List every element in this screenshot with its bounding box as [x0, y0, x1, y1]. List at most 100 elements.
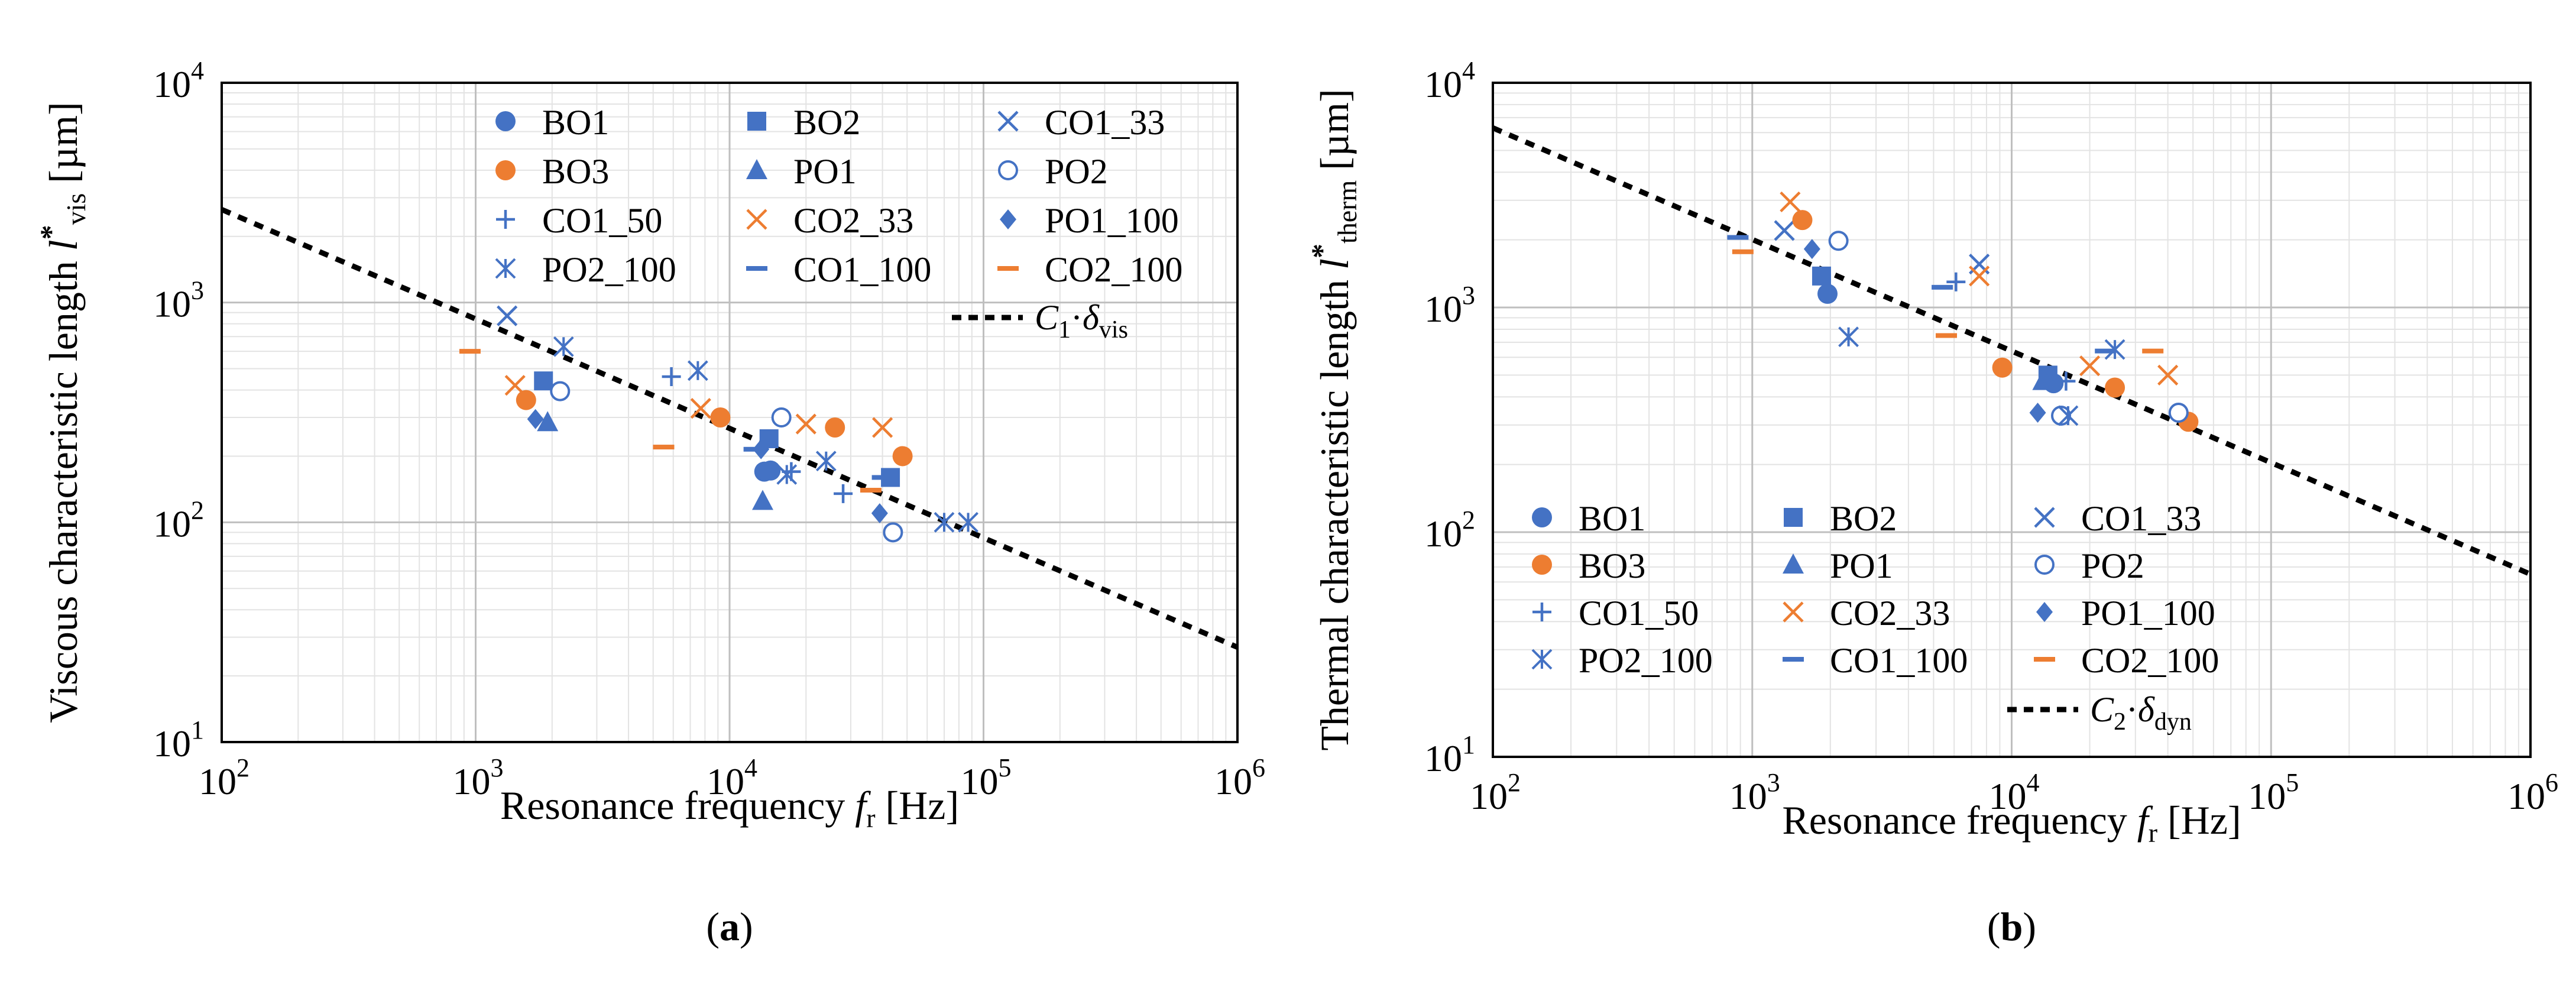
legend-item: PO2: [2034, 546, 2144, 585]
legend-item: CO2_33: [746, 201, 913, 240]
legend-item: PO2: [998, 152, 1108, 191]
legend-item-fit: C1·δvis: [952, 298, 1128, 344]
legend-marker: [495, 111, 516, 131]
legend-marker: [2034, 657, 2055, 662]
y-axis-ticks: 101 102 103 104: [1424, 56, 1475, 779]
x-tick-label: 102: [199, 753, 250, 802]
data-point: [2051, 405, 2072, 426]
legend-marker: [1532, 507, 1552, 527]
series-co1-100: [743, 446, 893, 480]
data-point: [690, 398, 711, 419]
series-co2-100: [1732, 249, 2164, 354]
data-point: [504, 375, 526, 396]
legend-label: PO2: [2081, 546, 2144, 585]
legend-label: CO1_100: [1830, 641, 1968, 680]
legend-item: PO2_100: [495, 250, 676, 289]
data-point: [871, 503, 888, 523]
data-point: [743, 446, 765, 452]
x-tick-label: 105: [961, 753, 1012, 802]
data-point: [1969, 265, 1990, 287]
data-point: [2157, 364, 2179, 386]
x-tick-label: 104: [707, 753, 757, 802]
data-point: [662, 367, 681, 387]
data-point: [550, 381, 571, 401]
panel-label: (a): [706, 904, 753, 949]
series-co2-33: [1780, 191, 2179, 386]
legend-marker: [746, 266, 767, 271]
data-point: [892, 446, 913, 467]
data-point: [1812, 266, 1831, 286]
data-point: [2168, 403, 2189, 423]
legend-marker: [746, 159, 767, 179]
series-bo2: [1812, 266, 2057, 385]
legend-marker: [746, 209, 767, 230]
legend-label: PO1: [1830, 546, 1893, 585]
series-bo3: [516, 390, 913, 467]
x-axis-ticks: 102 103 104 105 106: [1470, 768, 2558, 817]
legend-item: CO2_100: [2034, 641, 2219, 680]
legend-fit-label: C1·δvis: [1035, 298, 1128, 344]
legend-label: CO2_33: [793, 201, 913, 240]
legend-item: BO2: [747, 103, 860, 142]
data-point: [871, 417, 893, 438]
legend-marker: [997, 111, 1019, 132]
x-axis-label: Resonance frequency fr [Hz]: [1782, 798, 2241, 848]
plot-area-border: [221, 82, 1239, 743]
legend-item: PO1: [746, 152, 857, 191]
data-point: [771, 407, 792, 428]
legend-marker: [1532, 555, 1552, 575]
data-point: [1727, 235, 1749, 240]
legend-item: PO2_100: [1531, 641, 1713, 680]
legend: BO1 BO2 CO1_33 BO3 PO1 PO2 CO1_50 CO2_33 PO1_100…: [1531, 499, 2219, 736]
legend-label: PO2_100: [542, 250, 676, 289]
grid: [222, 83, 1237, 742]
series-po2: [550, 381, 903, 543]
y-tick-label: 104: [1424, 56, 1475, 105]
legend-item: CO1_100: [1783, 641, 1968, 680]
y-tick-label: 102: [153, 496, 204, 545]
data-point: [653, 445, 675, 450]
series-co2-33: [504, 375, 893, 438]
data-point: [1817, 283, 1838, 304]
legend-marker: [496, 210, 515, 229]
legend-label: CO2_100: [2081, 641, 2219, 680]
data-point: [751, 490, 773, 510]
data-point: [760, 460, 781, 481]
data-point: [527, 409, 544, 429]
series-bo3: [1792, 210, 2199, 432]
data-point: [871, 475, 893, 480]
series-po1: [537, 411, 773, 510]
data-point: [516, 390, 536, 410]
y-tick-label: 104: [153, 56, 204, 105]
legend-marker: [1783, 553, 1804, 574]
data-point: [2095, 348, 2117, 354]
x-tick-label: 105: [2248, 768, 2299, 817]
legend-label: PO1_100: [1045, 201, 1179, 240]
x-axis-ticks: 102 103 104 105 106: [199, 753, 1265, 802]
legend-marker: [1000, 209, 1016, 229]
series-co1-100: [1727, 235, 2117, 386]
legend-label: CO2_100: [1045, 250, 1182, 289]
legend-item: PO1: [1783, 546, 1893, 585]
data-point: [1828, 231, 1849, 251]
legend-marker: [1784, 508, 1803, 527]
data-point: [1732, 249, 1754, 254]
legend: BO1 BO2 CO1_33 BO3 PO1 PO2 CO1_50 CO2_33 PO1_100…: [495, 103, 1182, 344]
legend-marker: [495, 160, 516, 180]
data-point: [1774, 220, 1795, 241]
data-point: [825, 417, 845, 438]
legend-marker: [1783, 657, 1804, 662]
legend-label: BO2: [793, 103, 860, 142]
legend-label: CO1_100: [793, 250, 931, 289]
data-point: [1932, 284, 1953, 290]
legend-item: CO1_50: [1532, 594, 1699, 633]
fit-line: [221, 207, 1239, 650]
data-point: [958, 511, 978, 533]
y-axis-ticks: 101 102 103 104: [153, 56, 204, 765]
legend-label: CO1_33: [1045, 103, 1165, 142]
data-point: [834, 484, 853, 503]
legend-label: BO3: [1579, 546, 1645, 585]
data-point: [2079, 355, 2101, 377]
